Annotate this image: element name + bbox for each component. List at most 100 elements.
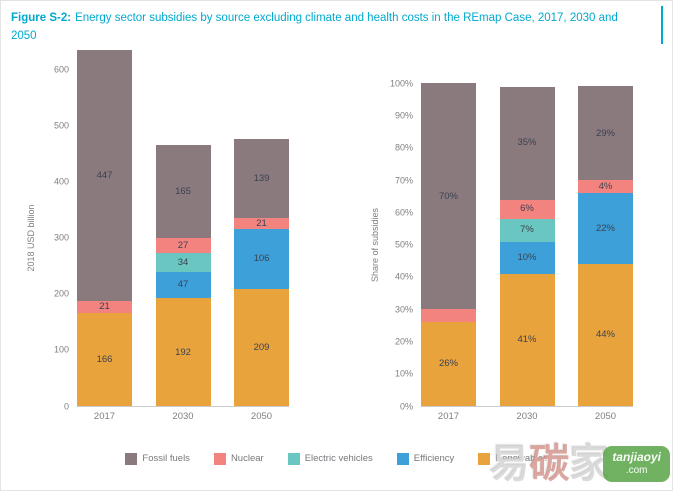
- legend-swatch-efficiency: [396, 452, 409, 465]
- y-tick-label: 100: [53, 344, 69, 355]
- segment-value-label: 209: [253, 341, 270, 353]
- segment-fossil-fuels-2050: 139: [234, 139, 289, 218]
- y-tick-label: 100%: [389, 78, 413, 89]
- segment-fossil-fuels-2030: 165: [155, 145, 211, 238]
- y-axis-title-text: Share of subsidies: [370, 208, 380, 283]
- y-tick-label: 400: [53, 176, 69, 187]
- segment-value-label: 70%: [438, 190, 458, 202]
- segment-value-label: 106: [253, 253, 270, 265]
- segment-value-label: 7%: [520, 224, 534, 236]
- y-tick-label: 90%: [394, 110, 413, 121]
- segment-value-label: 35%: [517, 137, 537, 149]
- plot-column: 166 21 447 192 47 34 27 165 209 106 21 139 2017 2030…: [77, 50, 289, 423]
- segment-value-label: 21: [99, 301, 110, 313]
- legend-swatch-electric-vehicles: [287, 452, 300, 465]
- segment-value-label: 165: [175, 185, 191, 197]
- legend-label: Electric vehicles: [304, 453, 373, 465]
- plot-column: 26% 70% 41% 10% 7% 6% 35% 44% 22% 4% 29% 2017 2030 2…: [421, 83, 633, 423]
- legend-item-efficiency: Efficiency: [396, 452, 455, 465]
- segment-nuclear-2030: 27: [155, 237, 211, 253]
- figure-caption: Figure S-2: Energy sector subsidies by so…: [1, 1, 656, 46]
- watermark-tld: .com: [625, 465, 648, 477]
- segment-renewables-2017: 166: [77, 313, 132, 407]
- segment-fossil-fuels-2030: 35%: [499, 86, 555, 200]
- legend-label: Efficiency: [413, 453, 455, 465]
- segment-renewables-2050: 209: [234, 288, 289, 407]
- x-axis-labels: 2017 2030 2050: [77, 411, 289, 423]
- segment-value-label: 10%: [517, 251, 537, 263]
- y-tick-label: 600: [53, 64, 69, 75]
- segment-fossil-fuels-2017: 447: [77, 50, 132, 302]
- segment-renewables-2050: 44%: [578, 264, 633, 407]
- segment-efficiency-2030: 47: [155, 272, 211, 299]
- x-axis-labels: 2017 2030 2050: [421, 411, 633, 423]
- y-tick-label: 200: [53, 288, 69, 299]
- title-accent-bar: [661, 6, 663, 44]
- y-tick-label: 60%: [394, 207, 413, 218]
- y-axis-ticks: 0 100 200 300 400 500 600: [39, 65, 77, 411]
- segment-electric-vehicles-2030: 34: [155, 252, 211, 272]
- segment-value-label: 139: [253, 172, 270, 184]
- legend-item-nuclear: Nuclear: [213, 452, 264, 465]
- y-tick-label: 40%: [394, 271, 413, 282]
- legend-item-electric-vehicles: Electric vehicles: [287, 452, 373, 465]
- segment-value-label: 34: [177, 256, 189, 268]
- segment-value-label: 22%: [595, 222, 615, 234]
- chart-absolute-subsidies: 2018 USD billion 0 100 200 300 400 500 600 166…: [23, 50, 289, 423]
- segment-electric-vehicles-2030: 7%: [499, 218, 555, 242]
- chart-share-subsidies: Share of subsidies 0% 10% 20% 30% 40% 50% 60% 7…: [367, 79, 633, 423]
- segment-value-label: 447: [96, 169, 113, 181]
- segment-fossil-fuels-2017: 70%: [421, 83, 476, 310]
- segment-value-label: 44%: [595, 329, 615, 341]
- segment-value-label: 6%: [520, 203, 534, 215]
- y-axis-ticks: 0% 10% 20% 30% 40% 50% 60% 70% 80% 90% 100%: [383, 79, 421, 411]
- x-tick-label-2017: 2017: [437, 411, 460, 423]
- segment-value-label: 4%: [598, 180, 613, 192]
- y-tick-label: 50%: [394, 239, 413, 250]
- segment-value-label: 29%: [595, 127, 615, 139]
- y-tick-label: 80%: [394, 142, 413, 153]
- segment-value-label: 47: [177, 279, 189, 291]
- y-tick-label: 10%: [394, 368, 413, 379]
- chart-inner: Share of subsidies 0% 10% 20% 30% 40% 50% 60% 7…: [367, 79, 633, 423]
- legend-item-fossil-fuels: Fossil fuels: [125, 452, 190, 465]
- segment-value-label: 41%: [517, 334, 537, 346]
- x-tick-label-2050: 2050: [250, 411, 273, 423]
- segment-value-label: 192: [175, 346, 191, 358]
- y-tick-label: 20%: [394, 336, 413, 347]
- chart-inner: 2018 USD billion 0 100 200 300 400 500 600 166…: [23, 50, 289, 423]
- x-tick-label-2017: 2017: [93, 411, 116, 423]
- x-tick-label-2030: 2030: [172, 411, 194, 423]
- legend-swatch-fossil-fuels: [125, 452, 138, 465]
- stacked-bar-2050: 44% 22% 4% 29%: [578, 86, 633, 407]
- x-tick-label-2030: 2030: [516, 411, 538, 423]
- stacked-bar-2017: 26% 70%: [421, 83, 476, 407]
- segment-value-label: 21: [256, 217, 267, 229]
- figure-label: Figure S-2:: [11, 12, 72, 24]
- plot-area: 26% 70% 41% 10% 7% 6% 35% 44% 22% 4% 29%: [421, 83, 633, 408]
- x-tick-label-2050: 2050: [594, 411, 617, 423]
- charts-row: 2018 USD billion 0 100 200 300 400 500 600 166…: [1, 50, 672, 423]
- segment-nuclear-2017: [421, 309, 476, 323]
- stacked-bar-2030: 41% 10% 7% 6% 35%: [499, 86, 555, 407]
- segment-value-label: 27: [177, 239, 189, 251]
- segment-efficiency-2050: 22%: [578, 193, 633, 265]
- legend-label: Fossil fuels: [142, 453, 190, 465]
- legend-label: Renewables: [495, 453, 548, 465]
- y-tick-label: 70%: [394, 175, 413, 186]
- y-axis-title: Share of subsidies: [367, 84, 383, 407]
- segment-nuclear-2050: 4%: [578, 180, 633, 193]
- stacked-bar-2017: 166 21 447: [77, 50, 132, 407]
- stacked-bar-2050: 209 106 21 139: [234, 139, 289, 407]
- segment-renewables-2017: 26%: [421, 322, 476, 407]
- y-tick-label: 300: [53, 232, 69, 243]
- segment-fossil-fuels-2050: 29%: [578, 86, 633, 181]
- segment-nuclear-2017: 21: [77, 301, 132, 313]
- segment-efficiency-2030: 10%: [499, 241, 555, 274]
- legend-label: Nuclear: [230, 453, 264, 465]
- figure-title: Energy sector subsidies by source exclud…: [11, 12, 618, 42]
- segment-nuclear-2030: 6%: [499, 199, 555, 219]
- plot-area: 166 21 447 192 47 34 27 165 209 106 21 139: [77, 50, 289, 408]
- y-axis-title-text: 2018 USD billion: [26, 204, 36, 272]
